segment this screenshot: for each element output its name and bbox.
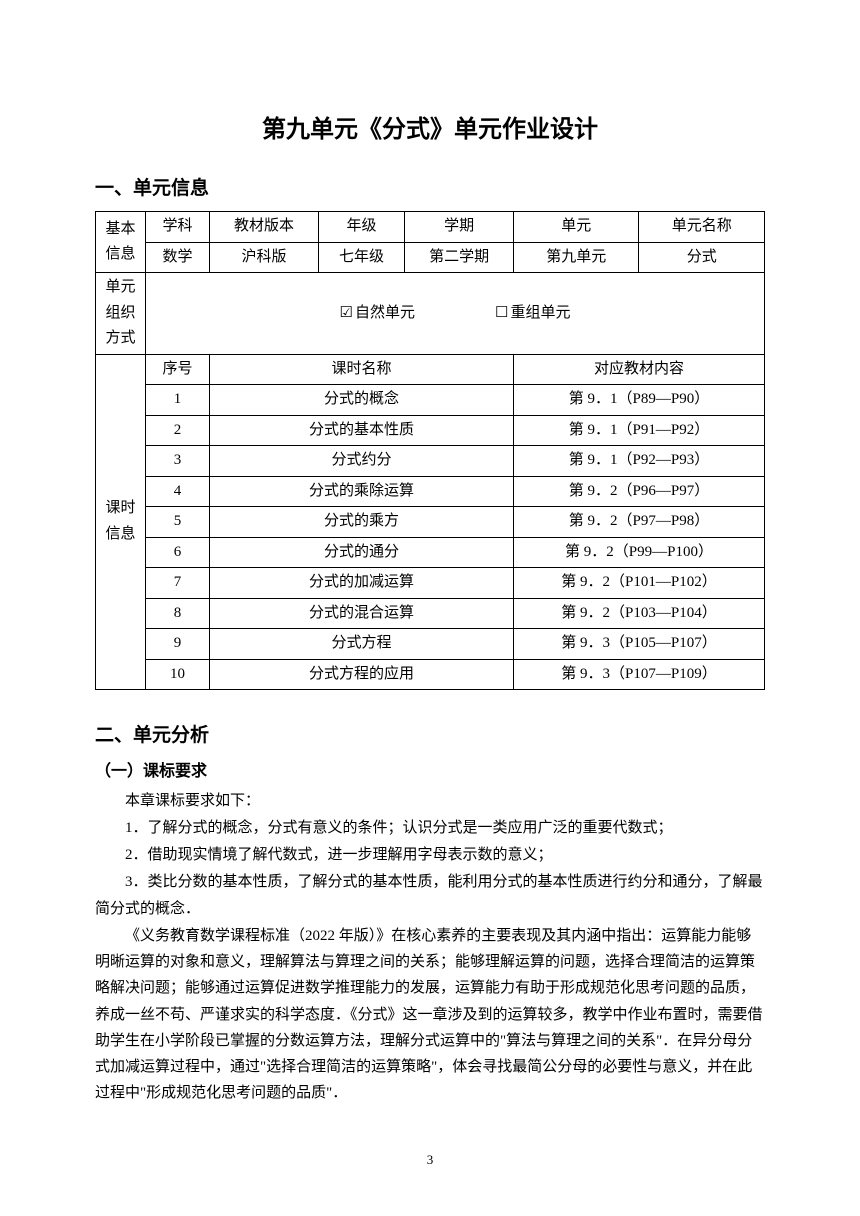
lesson-content: 第 9．2（P101—P102） [514, 568, 765, 599]
lesson-seq: 4 [146, 476, 210, 507]
checkbox-reorg: ☐ 重组单元 [495, 301, 570, 327]
lesson-name: 分式的概念 [210, 385, 514, 416]
lesson-row: 6 分式的通分 第 9．2（P99—P100） [96, 537, 765, 568]
lesson-content: 第 9．2（P103—P104） [514, 598, 765, 629]
lesson-seq: 1 [146, 385, 210, 416]
header-version: 教材版本 [210, 212, 319, 243]
lesson-name: 分式约分 [210, 446, 514, 477]
lesson-content: 第 9．3（P107—P109） [514, 659, 765, 690]
lesson-info-label: 课时信息 [96, 354, 146, 690]
lesson-seq: 7 [146, 568, 210, 599]
value-version: 沪科版 [210, 242, 319, 273]
lesson-seq: 2 [146, 415, 210, 446]
org-mode-cell: ☑ 自然单元 ☐ 重组单元 [146, 273, 765, 355]
lesson-name: 分式的乘方 [210, 507, 514, 538]
lesson-name: 分式方程的应用 [210, 659, 514, 690]
value-term: 第二学期 [405, 242, 514, 273]
header-unit: 单元 [514, 212, 639, 243]
analysis-paragraph: 《义务教育数学课程标准（2022 年版）》在核心素养的主要表现及其内涵中指出：运… [95, 923, 765, 1107]
section2-heading: 二、单元分析 [95, 720, 765, 752]
value-subject: 数学 [146, 242, 210, 273]
lesson-seq: 10 [146, 659, 210, 690]
subsection-heading: （一）课标要求 [95, 758, 765, 785]
lesson-row: 7 分式的加减运算 第 9．2（P101—P102） [96, 568, 765, 599]
unchecked-icon: ☐ [495, 301, 508, 327]
lesson-content: 第 9．2（P96—P97） [514, 476, 765, 507]
lesson-content: 第 9．1（P91—P92） [514, 415, 765, 446]
lesson-row: 10 分式方程的应用 第 9．3（P107—P109） [96, 659, 765, 690]
header-unit-name: 单元名称 [639, 212, 765, 243]
lesson-content: 第 9．2（P99—P100） [514, 537, 765, 568]
document-title: 第九单元《分式》单元作业设计 [95, 110, 765, 151]
page-number: 3 [427, 1149, 434, 1171]
lesson-seq: 9 [146, 629, 210, 660]
lesson-row: 9 分式方程 第 9．3（P105—P107） [96, 629, 765, 660]
lesson-row: 3 分式约分 第 9．1（P92—P93） [96, 446, 765, 477]
value-unit: 第九单元 [514, 242, 639, 273]
lesson-name: 分式方程 [210, 629, 514, 660]
lesson-content: 第 9．1（P89—P90） [514, 385, 765, 416]
lesson-content: 第 9．3（P105—P107） [514, 629, 765, 660]
option-reorg-label: 重组单元 [510, 301, 570, 327]
option-natural-label: 自然单元 [355, 301, 415, 327]
lesson-seq: 3 [146, 446, 210, 477]
lesson-name: 分式的基本性质 [210, 415, 514, 446]
lesson-seq: 5 [146, 507, 210, 538]
header-grade: 年级 [318, 212, 404, 243]
unit-info-table: 基本信息 学科 教材版本 年级 学期 单元 单元名称 数学 沪科版 七年级 第二… [95, 211, 765, 690]
requirement-2: 2．借助现实情境了解代数式，进一步理解用字母表示数的意义； [95, 842, 765, 868]
lesson-header-seq: 序号 [146, 354, 210, 385]
lesson-name: 分式的加减运算 [210, 568, 514, 599]
header-term: 学期 [405, 212, 514, 243]
lesson-content: 第 9．2（P97—P98） [514, 507, 765, 538]
lesson-row: 4 分式的乘除运算 第 9．2（P96—P97） [96, 476, 765, 507]
org-mode-label: 单元组织方式 [96, 273, 146, 355]
lesson-seq: 8 [146, 598, 210, 629]
checkbox-natural: ☑ 自然单元 [340, 301, 415, 327]
lesson-header-content: 对应教材内容 [514, 354, 765, 385]
lesson-row: 5 分式的乘方 第 9．2（P97—P98） [96, 507, 765, 538]
header-subject: 学科 [146, 212, 210, 243]
section1-heading: 一、单元信息 [95, 173, 765, 205]
lesson-name: 分式的混合运算 [210, 598, 514, 629]
intro-text: 本章课标要求如下： [95, 788, 765, 814]
value-unit-name: 分式 [639, 242, 765, 273]
requirement-3: 3．类比分数的基本性质，了解分式的基本性质，能利用分式的基本性质进行约分和通分，… [95, 869, 765, 922]
lesson-row: 2 分式的基本性质 第 9．1（P91—P92） [96, 415, 765, 446]
lesson-name: 分式的通分 [210, 537, 514, 568]
lesson-row: 1 分式的概念 第 9．1（P89—P90） [96, 385, 765, 416]
lesson-name: 分式的乘除运算 [210, 476, 514, 507]
value-grade: 七年级 [318, 242, 404, 273]
lesson-header-name: 课时名称 [210, 354, 514, 385]
basic-info-label: 基本信息 [96, 212, 146, 273]
lesson-row: 8 分式的混合运算 第 9．2（P103—P104） [96, 598, 765, 629]
checked-icon: ☑ [340, 301, 353, 327]
lesson-content: 第 9．1（P92—P93） [514, 446, 765, 477]
requirement-1: 1．了解分式的概念，分式有意义的条件；认识分式是一类应用广泛的重要代数式； [95, 815, 765, 841]
lesson-seq: 6 [146, 537, 210, 568]
